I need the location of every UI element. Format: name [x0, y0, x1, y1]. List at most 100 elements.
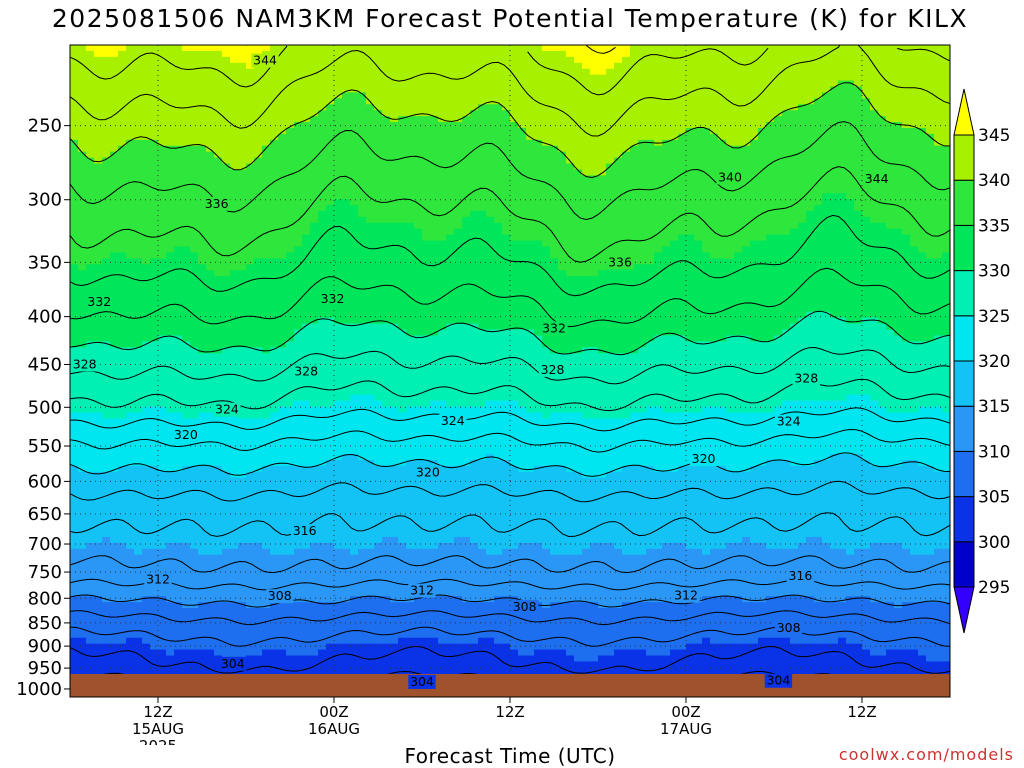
contour-label-bg	[219, 656, 247, 671]
colorbar-label: 345	[978, 126, 1010, 146]
x-axis-title: Forecast Time (UTC)	[404, 744, 616, 768]
contour-304	[70, 645, 950, 674]
x-axis: 12Z15AUG202500Z16AUG12Z00Z17AUG12Z	[132, 697, 877, 745]
contour-label: 308	[777, 620, 801, 635]
contour-label-bg	[408, 674, 436, 689]
colorbar-swatch	[953, 179, 975, 226]
colorbar: 295 300 305 310 315 320 325 330 335 340 345	[953, 88, 1010, 634]
colorbar-label: 330	[978, 262, 1010, 282]
contour-label-bg	[251, 53, 279, 68]
x-tick-label: 12Z	[495, 703, 524, 721]
contour-label-bg	[213, 402, 241, 417]
y-tick-label: 350	[28, 252, 62, 273]
contour-label-bg	[716, 170, 744, 185]
contour-labels: 344 344 340 336 336 332 332 332 328 328 328 328 324 3…	[70, 53, 891, 689]
colorbar-arrow-top	[953, 88, 975, 136]
contour-label: 340	[718, 169, 742, 184]
colorbar-swatch	[953, 405, 975, 452]
contour-label-bg	[414, 465, 442, 480]
contour-label: 320	[416, 464, 440, 479]
contour-label-bg	[290, 524, 319, 539]
x-tick-label: 12Z	[847, 703, 876, 721]
contour-label-bg	[70, 357, 99, 372]
contour-label-bg	[540, 321, 568, 336]
colorbar-label: 325	[978, 307, 1010, 327]
contour-label: 304	[410, 674, 434, 689]
contour-label: 328	[794, 371, 818, 386]
x-tick-label: 00Z	[671, 703, 700, 721]
chart-title: 2025081506 NAM3KM Forecast Potential Tem…	[51, 4, 969, 33]
contour-label-bg	[862, 171, 891, 186]
contour-label-bg	[774, 414, 803, 429]
contour-label: 308	[513, 599, 537, 614]
contour-label-bg	[318, 291, 347, 306]
contour-320	[70, 452, 950, 477]
contour-label: 308	[268, 588, 292, 603]
y-tick-label: 300	[28, 190, 62, 211]
contour-342	[70, 45, 950, 137]
colorbar-swatch	[953, 450, 975, 498]
contour-label: 328	[541, 362, 565, 377]
x-tick-label: 15AUG	[132, 720, 184, 738]
contour-label: 344	[865, 171, 889, 186]
contour-label-bg	[606, 255, 634, 270]
colorbar-swatch	[953, 496, 975, 543]
colorbar-label: 320	[978, 352, 1010, 372]
contour-label-bg	[689, 452, 718, 467]
colorbar-arrow-bottom	[953, 586, 975, 634]
contour-label-bg	[408, 583, 436, 598]
colorbar-swatch	[953, 270, 975, 317]
contour-330	[70, 310, 950, 356]
contour-316	[70, 512, 950, 538]
colorbar-swatch	[953, 360, 975, 407]
colorbar-label: 335	[978, 216, 1010, 236]
colorbar-label: 310	[978, 442, 1010, 462]
colorbar-label: 315	[978, 397, 1010, 417]
contour-label: 328	[73, 356, 97, 371]
colorbar-label: 305	[978, 488, 1010, 508]
contour-340	[70, 82, 950, 179]
contour-308	[70, 610, 950, 626]
contour-318	[70, 480, 950, 503]
contour-332	[70, 267, 950, 328]
contour-label: 324	[215, 402, 239, 417]
colorbar-swatch	[953, 224, 975, 272]
x-tick-label: 00Z	[319, 703, 348, 721]
contour-label: 304	[221, 656, 245, 671]
theta-color-fill	[70, 45, 950, 697]
contour-336	[70, 166, 950, 263]
y-tick-label: 750	[28, 562, 62, 583]
colorbar-label: 295	[978, 578, 1010, 598]
y-tick-label: 850	[28, 613, 62, 634]
y-tick-label: 900	[28, 636, 62, 657]
colorbar-label: 340	[978, 171, 1010, 191]
contour-label: 332	[321, 291, 345, 306]
contour-label: 328	[294, 364, 318, 379]
contour-label: 312	[674, 588, 698, 603]
contour-label-bg	[538, 362, 567, 377]
y-tick-label: 500	[28, 397, 62, 418]
contour-label: 332	[542, 321, 566, 336]
contour-label-bg	[266, 589, 294, 604]
site-credit: coolwx.com/models	[838, 745, 1014, 764]
contour-label-bg	[774, 621, 803, 636]
contour-label: 324	[777, 414, 801, 429]
contour-334	[70, 214, 950, 297]
y-tick-label: 550	[28, 436, 62, 457]
contour-344	[70, 45, 950, 96]
contour-label-bg	[764, 673, 793, 688]
colorbar-swatch	[953, 134, 975, 181]
contour-314	[70, 555, 950, 574]
contour-label-bg	[202, 196, 231, 211]
x-tick-label: 16AUG	[308, 720, 360, 738]
contour-328	[70, 346, 950, 385]
contour-label-bg	[292, 364, 320, 379]
contour-label: 320	[174, 427, 198, 442]
contour-label: 320	[692, 451, 716, 466]
contour-label: 312	[410, 583, 434, 598]
y-tick-label: 650	[28, 504, 62, 525]
contour-label: 316	[293, 523, 317, 538]
contour-label: 316	[788, 568, 812, 583]
contour-label-bg	[786, 568, 815, 583]
contour-label-bg	[85, 295, 114, 310]
